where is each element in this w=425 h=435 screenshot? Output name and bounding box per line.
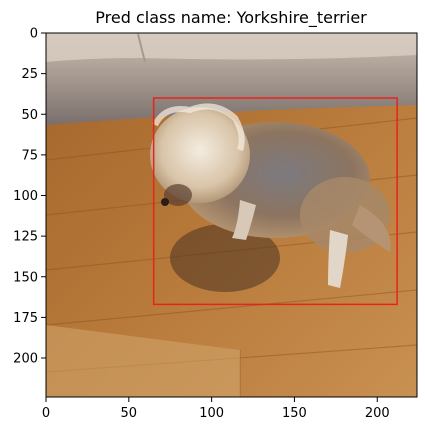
x-axis: 0 50 100 150 200 (42, 397, 390, 421)
x-tick-label: 200 (365, 406, 390, 421)
dog-photo (46, 33, 417, 397)
y-tick-label: 175 (13, 311, 38, 326)
x-tick-label: 0 (42, 406, 50, 421)
y-tick-label: 200 (13, 352, 38, 367)
y-tick-label: 25 (21, 67, 38, 82)
bounding-box (152, 97, 398, 306)
axes-frame (45, 32, 418, 398)
plot-title: Pred class name: Yorkshire_terrier (95, 8, 367, 28)
x-tick-label: 100 (199, 406, 224, 421)
x-tick-label: 50 (121, 406, 138, 421)
x-tick-label: 150 (282, 406, 307, 421)
y-tick-label: 0 (30, 27, 38, 42)
y-tick-label: 150 (13, 270, 38, 285)
y-axis: 0 25 50 75 100 125 150 175 200 (13, 27, 46, 367)
y-tick-label: 125 (13, 230, 38, 245)
y-tick-label: 75 (21, 148, 38, 163)
y-tick-label: 50 (21, 108, 38, 123)
y-tick-label: 100 (13, 189, 38, 204)
